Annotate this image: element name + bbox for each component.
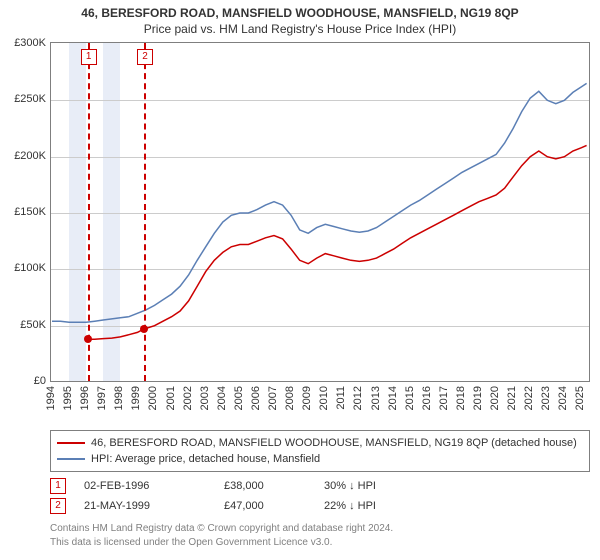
- y-tick-label: £50K: [2, 319, 46, 331]
- legend: 46, BERESFORD ROAD, MANSFIELD WOODHOUSE,…: [50, 430, 590, 472]
- series-property: [88, 145, 587, 339]
- x-tick-label: 2012: [352, 386, 364, 410]
- chart-area: £0£50K£100K£150K£200K£250K£300K 12 19941…: [50, 42, 590, 402]
- x-tick-label: 2022: [523, 386, 535, 410]
- sale-ref-marker: 1: [81, 49, 97, 65]
- sales-table: 1 02-FEB-1996£38,00030% ↓ HPI 2 21-MAY-1999…: [50, 476, 590, 516]
- y-tick-label: £100K: [2, 262, 46, 274]
- sale-row-marker: 1: [50, 478, 66, 494]
- chart-subtitle: Price paid vs. HM Land Registry's House …: [0, 20, 600, 40]
- chart-title: 46, BERESFORD ROAD, MANSFIELD WOODHOUSE,…: [0, 0, 600, 20]
- x-tick-label: 2011: [335, 386, 347, 410]
- x-tick-label: 2003: [199, 386, 211, 410]
- legend-row: HPI: Average price, detached house, Mans…: [57, 451, 583, 467]
- x-tick-label: 2002: [182, 386, 194, 410]
- y-tick-label: £250K: [2, 93, 46, 105]
- footer-line-1: Contains HM Land Registry data © Crown c…: [50, 522, 393, 536]
- sale-date: 02-FEB-1996: [84, 480, 224, 492]
- x-tick-label: 2008: [284, 386, 296, 410]
- x-tick-label: 2023: [540, 386, 552, 410]
- y-tick-label: £0: [2, 375, 46, 387]
- x-tick-label: 1995: [62, 386, 74, 410]
- x-tick-label: 2024: [557, 386, 569, 410]
- sale-point: [84, 335, 92, 343]
- sale-row: 1 02-FEB-1996£38,00030% ↓ HPI: [50, 476, 590, 496]
- sale-delta: 30% ↓ HPI: [324, 480, 444, 492]
- x-tick-label: 2017: [438, 386, 450, 410]
- y-tick-label: £300K: [2, 37, 46, 49]
- x-tick-label: 2010: [318, 386, 330, 410]
- x-tick-label: 2001: [165, 386, 177, 410]
- sale-price: £47,000: [224, 500, 324, 512]
- x-tick-label: 2004: [216, 386, 228, 410]
- x-tick-label: 1999: [130, 386, 142, 410]
- sale-price: £38,000: [224, 480, 324, 492]
- x-tick-label: 2016: [421, 386, 433, 410]
- sale-row: 2 21-MAY-1999£47,00022% ↓ HPI: [50, 496, 590, 516]
- x-tick-label: 1997: [96, 386, 108, 410]
- x-tick-label: 2013: [370, 386, 382, 410]
- y-tick-label: £200K: [2, 150, 46, 162]
- sale-ref-marker: 2: [137, 49, 153, 65]
- plot-region: 12: [50, 42, 590, 382]
- sale-delta: 22% ↓ HPI: [324, 500, 444, 512]
- sale-row-marker: 2: [50, 498, 66, 514]
- x-tick-label: 2009: [301, 386, 313, 410]
- x-tick-label: 1996: [79, 386, 91, 410]
- legend-label: HPI: Average price, detached house, Mans…: [91, 453, 320, 465]
- series-hpi: [52, 83, 587, 322]
- x-tick-label: 1998: [113, 386, 125, 410]
- x-tick-label: 2019: [472, 386, 484, 410]
- footer-line-2: This data is licensed under the Open Gov…: [50, 536, 393, 550]
- x-tick-label: 1994: [45, 386, 57, 410]
- legend-label: 46, BERESFORD ROAD, MANSFIELD WOODHOUSE,…: [91, 437, 577, 449]
- x-tick-label: 2021: [506, 386, 518, 410]
- x-tick-label: 2015: [404, 386, 416, 410]
- x-tick-label: 2007: [267, 386, 279, 410]
- sale-date: 21-MAY-1999: [84, 500, 224, 512]
- x-tick-label: 2018: [455, 386, 467, 410]
- line-svg: [51, 43, 591, 383]
- x-tick-label: 2020: [489, 386, 501, 410]
- y-tick-label: £150K: [2, 206, 46, 218]
- sale-ref-line: [88, 43, 90, 381]
- x-tick-label: 2005: [233, 386, 245, 410]
- x-tick-label: 2006: [250, 386, 262, 410]
- attribution-footer: Contains HM Land Registry data © Crown c…: [50, 522, 393, 550]
- legend-swatch: [57, 442, 85, 444]
- x-tick-label: 2000: [147, 386, 159, 410]
- legend-swatch: [57, 458, 85, 460]
- x-tick-label: 2025: [574, 386, 586, 410]
- sale-point: [140, 325, 148, 333]
- x-tick-label: 2014: [387, 386, 399, 410]
- legend-row: 46, BERESFORD ROAD, MANSFIELD WOODHOUSE,…: [57, 435, 583, 451]
